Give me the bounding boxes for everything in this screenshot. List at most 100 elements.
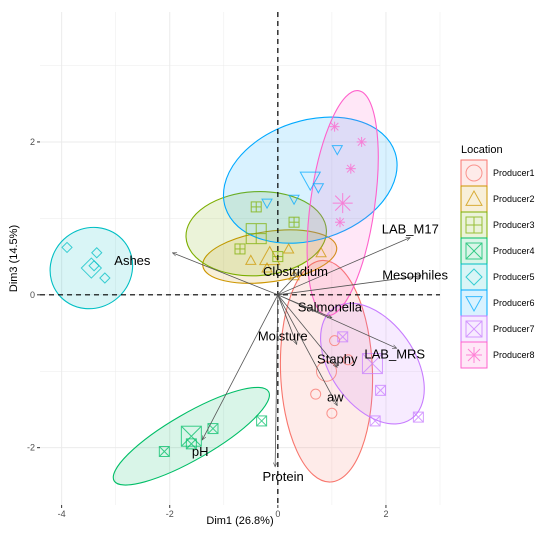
- arrow-ashes: [172, 253, 278, 296]
- legend-key: [460, 185, 488, 213]
- ellipse-producer6: [222, 116, 398, 244]
- loading-label-aw: aw: [327, 390, 344, 405]
- legend-symbol: [465, 268, 483, 286]
- legend-key: [460, 159, 488, 187]
- point-producer5: [91, 247, 103, 259]
- x-tick-label: 2: [383, 509, 388, 519]
- y-tick-label: 2: [30, 137, 35, 147]
- point-producer8: [356, 136, 367, 147]
- loading-arrows: Ashes LAB_M17 Mesophiles Clostridium Salmone…: [114, 221, 448, 483]
- loading-label-moisture: Moisture: [258, 328, 308, 343]
- arrow-staphy: [277, 294, 337, 368]
- loading-label-staphy: Staphy: [317, 351, 358, 366]
- centroid-producer8: [332, 193, 353, 214]
- centroid-producer6: [299, 171, 322, 192]
- x-axis-title: Dim1 (26.8%): [206, 515, 273, 527]
- legend-label: Producer4: [493, 246, 535, 256]
- point-producer5: [99, 272, 111, 284]
- legend-label: Producer7: [493, 324, 535, 334]
- point-producer1: [342, 354, 354, 366]
- legend-symbol: [466, 347, 482, 363]
- arrow-mesophiles: [277, 276, 421, 296]
- centroid-producer1: [315, 360, 337, 382]
- point-producer6: [331, 145, 344, 156]
- data-points: [61, 121, 424, 457]
- loading-label-lab_mrs: LAB_MRS: [364, 346, 425, 361]
- ellipse-producer1: [279, 259, 374, 483]
- point-producer3: [234, 243, 246, 255]
- point-producer2: [282, 242, 295, 254]
- legend-symbol: [465, 189, 483, 206]
- point-producer1: [326, 407, 338, 419]
- centroid-producer2: [258, 245, 281, 266]
- point-producer6: [261, 198, 273, 210]
- centroid-producer4: [180, 425, 202, 447]
- loading-label-protein: Protein: [263, 469, 304, 484]
- legend-symbol: [465, 164, 483, 182]
- point-producer7: [369, 415, 381, 427]
- legend-title: Location: [461, 144, 503, 156]
- legend-key: [460, 263, 488, 291]
- point-producer8: [345, 163, 356, 174]
- point-producer7: [375, 384, 387, 396]
- point-producer4: [185, 438, 197, 450]
- legend-symbol: [465, 296, 483, 313]
- x-tick-label: -4: [58, 509, 66, 519]
- point-producer3: [250, 201, 262, 213]
- legend-symbol: [465, 216, 483, 234]
- loading-label-lab_m17: LAB_M17: [382, 221, 439, 236]
- point-producer7: [412, 411, 424, 423]
- x-tick-label: 0: [275, 509, 280, 519]
- point-producer4: [256, 415, 268, 427]
- arrow-protein: [275, 294, 279, 467]
- legend-label: Producer6: [493, 298, 535, 308]
- point-producer3: [288, 216, 300, 228]
- loading-label-clostridium: Clostridium: [263, 264, 328, 279]
- legend-label: Producer5: [493, 272, 535, 282]
- legend-label: Producer1: [493, 168, 535, 178]
- legend-item-producer8: Producer8: [460, 341, 535, 369]
- arrow-ph: [201, 294, 279, 440]
- legend-item-producer6: Producer6: [460, 289, 535, 317]
- confidence-ellipses: [49, 90, 425, 486]
- arrow-moisture: [277, 294, 297, 345]
- arrow-clostridium: [277, 272, 300, 296]
- arrow-aw: [277, 294, 338, 406]
- point-producer2: [244, 254, 257, 265]
- legend-label: Producer2: [493, 194, 535, 204]
- arrow-lab_m17: [277, 237, 410, 296]
- point-producer8: [335, 217, 345, 228]
- legend-item-producer4: Producer4: [460, 237, 535, 265]
- loading-label-salmonella: Salmonella: [298, 300, 363, 315]
- loading-label-mesophiles: Mesophiles: [382, 268, 448, 283]
- point-producer4: [158, 445, 170, 457]
- x-tick-label: -2: [166, 509, 174, 519]
- point-producer1: [329, 335, 341, 347]
- legend-item-producer7: Producer7: [460, 315, 535, 343]
- legend-item-producer1: Producer1: [460, 159, 535, 187]
- legend-item-producer5: Producer5: [460, 263, 535, 291]
- legend-key: [460, 289, 488, 317]
- loading-label-ph: pH: [192, 444, 209, 459]
- legend-symbol: [465, 320, 483, 338]
- legend-label: Producer3: [493, 220, 535, 230]
- point-producer6: [312, 183, 325, 194]
- point-producer8: [329, 121, 340, 132]
- point-producer2: [315, 246, 327, 258]
- legend-item-producer2: Producer2: [460, 185, 535, 213]
- legend: Location Producer1 Producer2 Producer3 Prod…: [460, 144, 535, 369]
- point-producer2: [261, 262, 273, 273]
- y-axis-title: Dim3 (14.5%): [8, 225, 20, 292]
- point-producer7: [337, 331, 349, 343]
- legend-symbol: [465, 242, 483, 260]
- point-producer1: [310, 388, 322, 400]
- legend-label: Producer8: [493, 350, 535, 360]
- centroid-producer3: [245, 223, 267, 245]
- axis-ticks: -4 -2 0 2 -2 0 2: [27, 137, 388, 519]
- reference-lines: [40, 12, 440, 505]
- arrow-lab_mrs: [277, 294, 397, 349]
- centroid-producer7: [361, 353, 383, 375]
- loading-label-ashes: Ashes: [114, 253, 151, 268]
- y-tick-label: 0: [30, 290, 35, 300]
